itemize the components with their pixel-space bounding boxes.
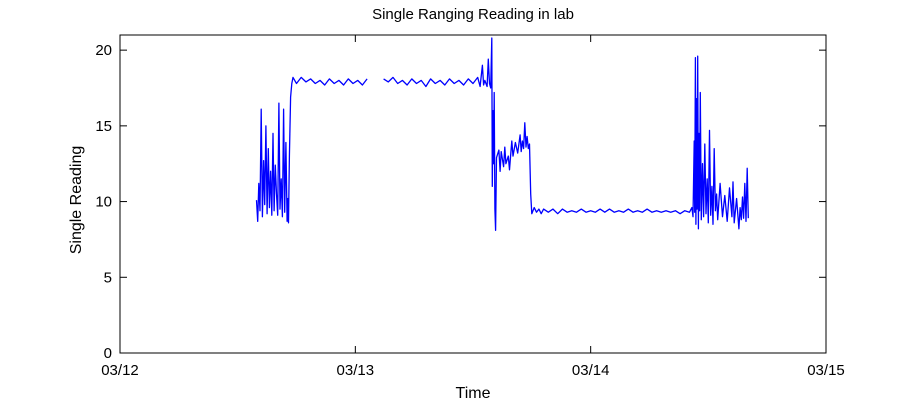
x-tick-label: 03/13: [337, 362, 375, 379]
y-tick-label: 20: [95, 42, 112, 59]
y-tick-label: 5: [104, 269, 112, 286]
series-layer: [255, 37, 749, 231]
series-line-segment: [383, 37, 749, 231]
plot-frame: [119, 34, 827, 354]
axes-layer: 03/12 03/13 03/14 03/15 0 5 10 15 20: [95, 34, 845, 379]
y-tick-label: 10: [95, 194, 112, 211]
x-tick-label: 03/12: [101, 362, 139, 379]
y-tick-label: 15: [95, 118, 112, 135]
x-tick-label: 03/15: [807, 362, 845, 379]
x-tick-label: 03/14: [572, 362, 610, 379]
series-line-segment: [255, 76, 368, 224]
y-axis-label: Single Reading: [68, 146, 85, 255]
chart-title: Single Ranging Reading in lab: [372, 6, 574, 23]
y-tick-label: 0: [104, 345, 112, 362]
x-axis-label: Time: [456, 385, 491, 402]
